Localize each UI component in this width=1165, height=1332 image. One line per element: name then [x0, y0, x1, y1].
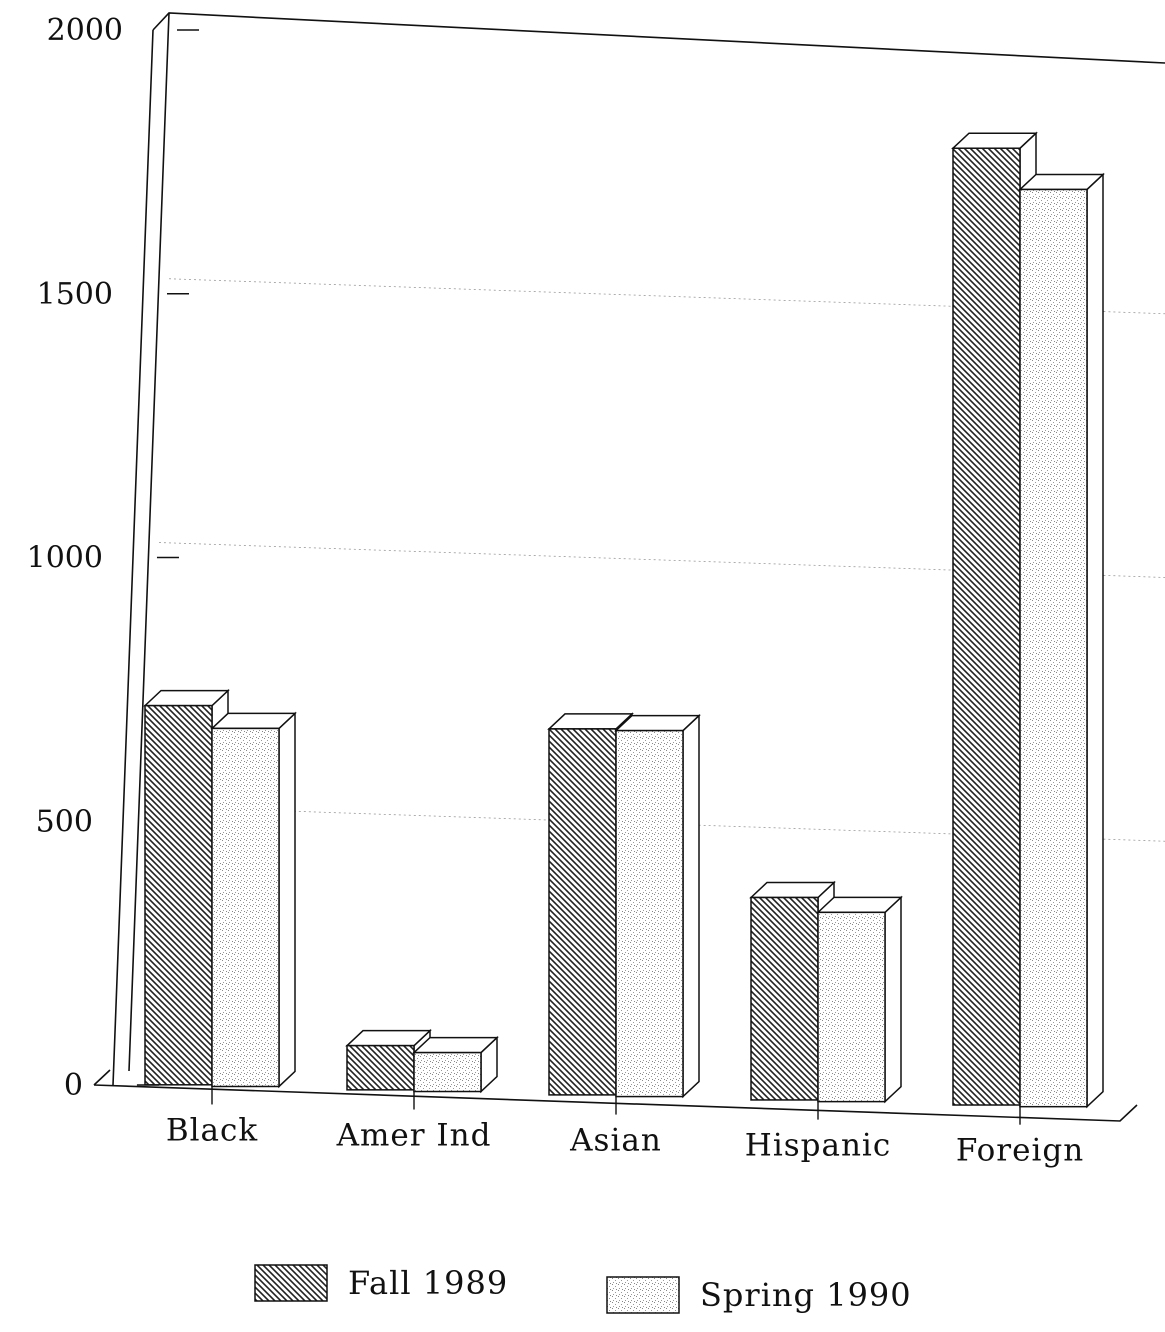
y-tick-label: 2000 [47, 13, 123, 48]
bar-front [750, 896, 819, 1101]
bar-side [884, 895, 902, 1104]
floor [93, 1069, 1138, 1122]
bar-side [682, 713, 700, 1099]
bar-side [278, 711, 296, 1089]
legend-swatch [254, 1264, 328, 1302]
axes [93, 12, 1165, 1125]
bar-side [1086, 172, 1104, 1109]
bar-black-1 [210, 711, 297, 1089]
y-tick-label: 500 [36, 804, 93, 839]
x-tick-label: Black [166, 1112, 258, 1148]
legend-label: Spring 1990 [700, 1276, 912, 1314]
legend-label: Fall 1989 [348, 1264, 508, 1302]
y-axis-wall [112, 12, 170, 1086]
bar-front [211, 727, 280, 1088]
labels: 0 500 1000 1500 2000 Black Amer Ind Asian Hispan… [27, 13, 1084, 1169]
bar-front [817, 911, 886, 1103]
bar-front [144, 704, 213, 1086]
back-wall-top-edge [152, 12, 1165, 64]
x-tick-label: Asian [569, 1123, 662, 1159]
bar-front [1019, 188, 1088, 1108]
y-tick-label: 1500 [37, 277, 113, 312]
legend: Fall 1989 Spring 1990 [254, 1264, 912, 1314]
bar-front [548, 728, 617, 1096]
legend-item-0: Fall 1989 [254, 1264, 508, 1302]
bars [143, 131, 1105, 1109]
y-tick-label: 1000 [27, 541, 103, 576]
bar-front [615, 729, 684, 1098]
legend-item-1: Spring 1990 [606, 1276, 912, 1314]
bar-front [413, 1051, 482, 1093]
bar-amer-ind-1 [412, 1035, 499, 1094]
x-tick-label: Hispanic [745, 1128, 891, 1164]
bar-asian-1 [614, 713, 701, 1099]
bar-foreign-1 [1018, 172, 1105, 1109]
bar-hispanic-1 [816, 895, 903, 1104]
y-tick-label: 0 [64, 1068, 83, 1103]
legend-swatch [606, 1276, 680, 1314]
bar-front [952, 147, 1021, 1106]
x-tick-label: Amer Ind [336, 1118, 492, 1154]
bar-front [346, 1044, 415, 1091]
x-tick-label: Foreign [956, 1133, 1084, 1169]
